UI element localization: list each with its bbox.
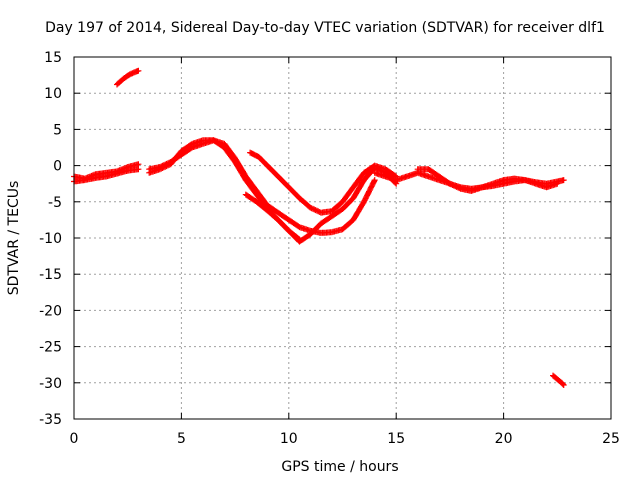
y-tick-label: 5 [53, 122, 62, 138]
x-tick-label: 10 [280, 431, 298, 447]
series-markers [114, 67, 142, 88]
y-tick-label: -20 [39, 303, 62, 319]
series-markers [247, 149, 400, 216]
chart-title: Day 197 of 2014, Sidereal Day-to-day VTE… [45, 20, 605, 36]
series-sat-f [247, 149, 400, 216]
x-tick-label: 20 [495, 431, 513, 447]
x-axis-label: GPS time / hours [281, 459, 398, 475]
series-sat-j [550, 372, 567, 388]
x-tick-labels: 0 5 10 15 20 25 [70, 431, 620, 447]
series-markers [550, 372, 567, 388]
y-axis-label: SDTVAR / TECUs [6, 181, 22, 296]
series-markers [414, 166, 561, 194]
grid [74, 57, 611, 419]
y-tick-label: -5 [48, 195, 62, 211]
y-tick-label: 10 [44, 86, 62, 102]
plot-frame [73, 56, 612, 420]
y-tick-label: -35 [39, 412, 62, 428]
y-tick-labels: -35 -30 -25 -20 -15 -10 -5 0 5 10 15 [39, 50, 62, 428]
series-markers [242, 191, 303, 243]
series-sat-g [242, 191, 303, 243]
y-tick-label: -30 [39, 376, 62, 392]
x-tick-label: 0 [70, 431, 79, 447]
x-tick-label: 15 [387, 431, 405, 447]
data-series [71, 67, 567, 388]
y-tick-label: -15 [39, 267, 62, 283]
series-sat-c [114, 67, 142, 88]
x-tick-label: 25 [602, 431, 620, 447]
x-tick-label: 5 [177, 431, 186, 447]
y-tick-label: 15 [44, 50, 62, 66]
series-sat-i [414, 166, 561, 194]
y-tick-label: -10 [39, 231, 62, 247]
y-tick-label: -25 [39, 340, 62, 356]
y-tick-label: 0 [53, 159, 62, 175]
